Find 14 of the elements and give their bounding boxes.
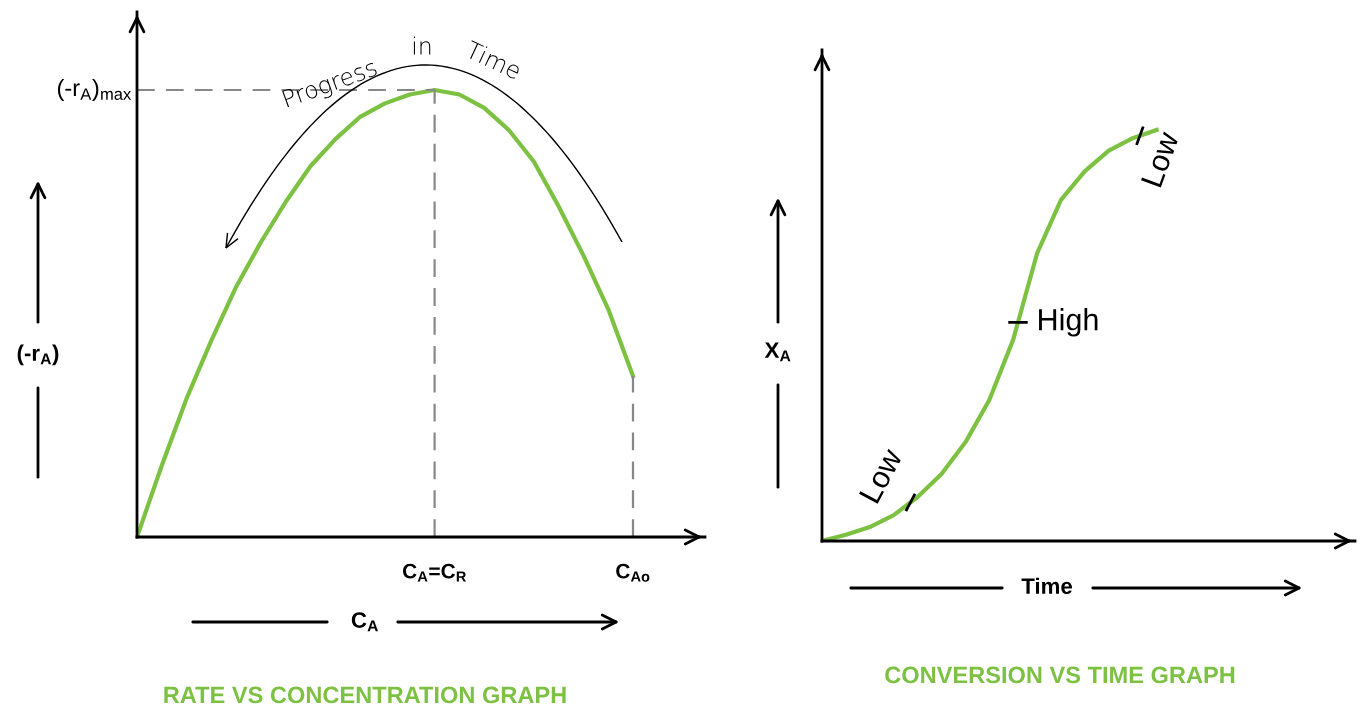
- text: Time: [464, 39, 523, 80]
- y-axis-title: (-r$_{A}$): [17, 344, 59, 366]
- text: CONVERSION VS TIME GRAPH: [885, 666, 1235, 684]
- annotation: Low: [1141, 129, 1180, 188]
- ref-line-label: (-r$_{A}$)$_{max}$: [57, 78, 132, 101]
- text: in: [413, 36, 431, 55]
- x-tick-label: C$_{A}$=C$_{R}$: [402, 563, 467, 582]
- text: RATE VS CONCENTRATION GRAPH: [164, 686, 566, 704]
- x-axis-title: Time: [1021, 577, 1072, 594]
- x-tick-label: C$_{Ao}$: [616, 563, 650, 582]
- x-axis-title: C$_{A}$: [351, 612, 378, 632]
- annotation: Low: [859, 446, 904, 504]
- y-axis-title: X$_{A}$: [764, 342, 791, 362]
- annotation: High: [1039, 308, 1098, 337]
